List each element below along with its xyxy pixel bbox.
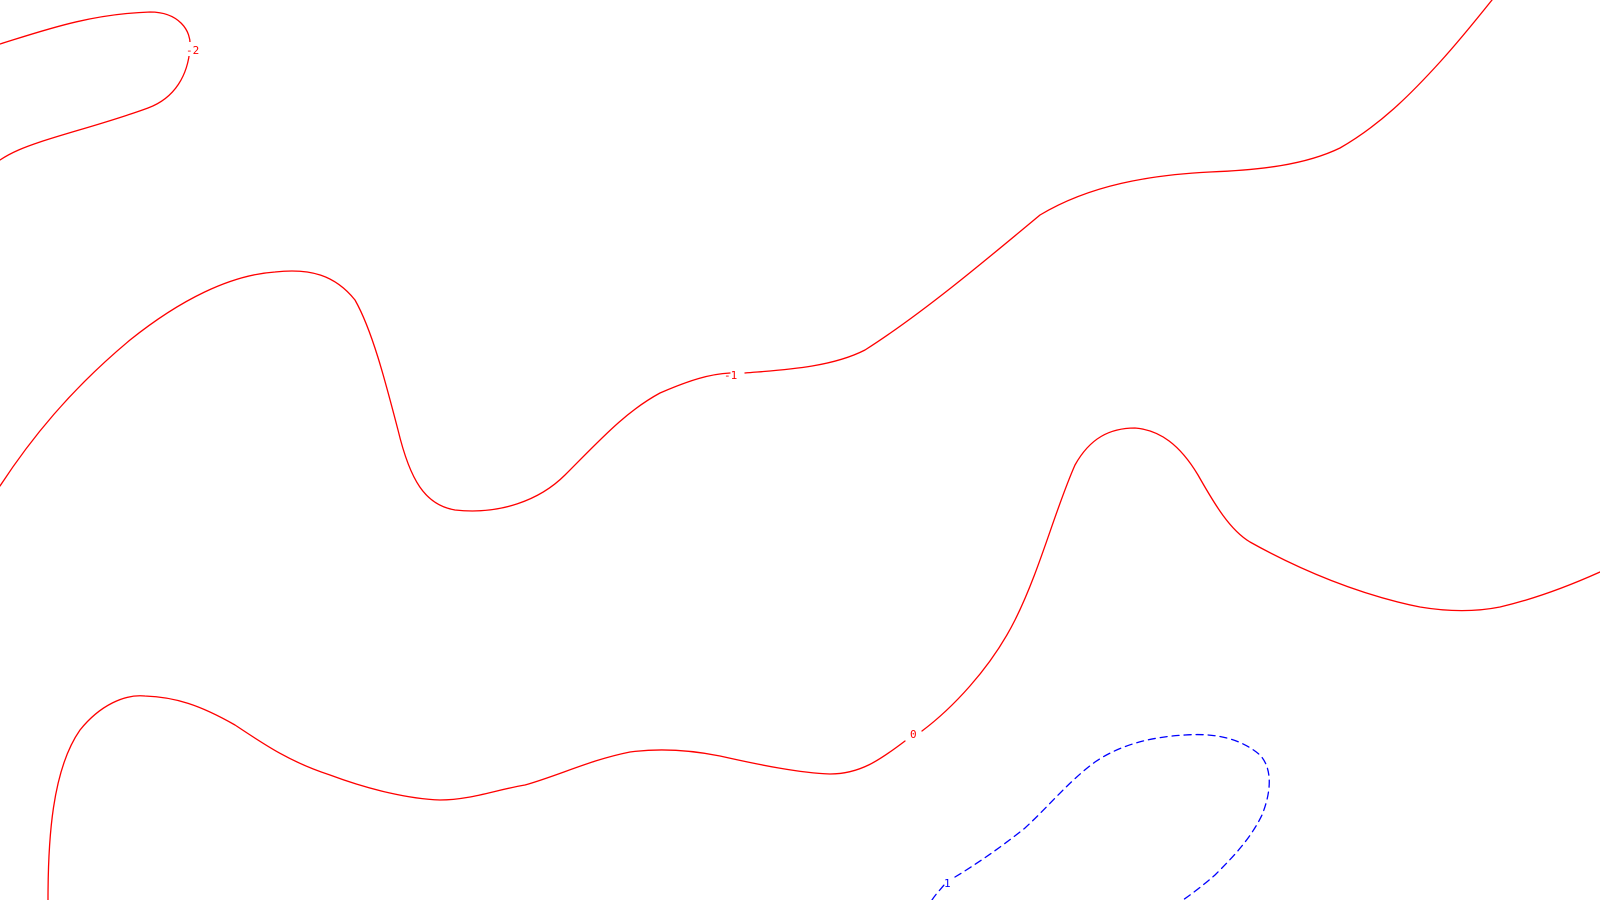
contour-line-minus-1 xyxy=(744,0,1493,374)
contour-label-bg xyxy=(184,42,202,56)
contour-line-zero xyxy=(47,695,906,900)
contour-label-zero: 0 xyxy=(910,728,917,741)
contour-line-minus-2 xyxy=(0,11,191,161)
contour-label-minus-1: -1 xyxy=(724,369,737,382)
contour-line-plus-1 xyxy=(954,733,1270,900)
contour-line-zero xyxy=(921,427,1600,732)
contour-label-minus-2: -2 xyxy=(186,44,199,57)
contour-line-plus-1 xyxy=(931,884,945,900)
contour-label-plus-1: 1 xyxy=(944,877,951,890)
contour-line-minus-1 xyxy=(0,270,731,512)
